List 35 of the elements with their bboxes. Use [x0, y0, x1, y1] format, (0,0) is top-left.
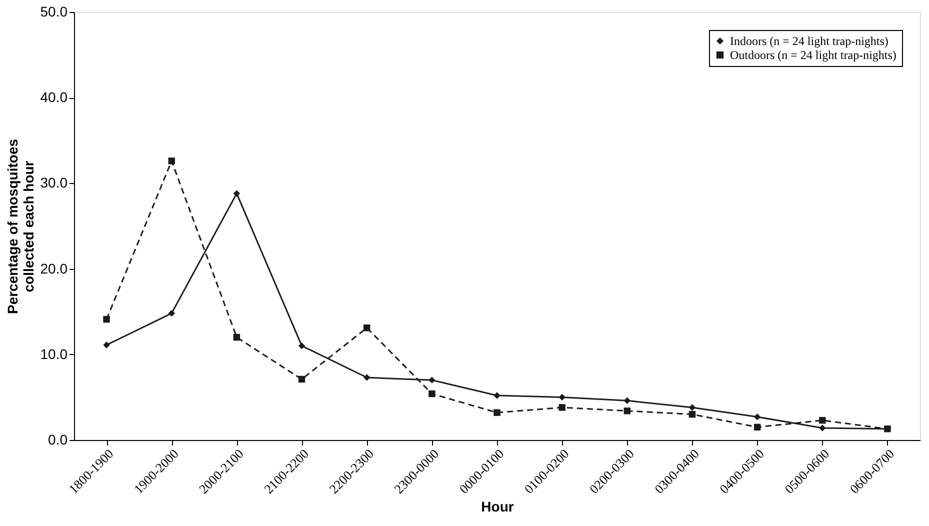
- point: [363, 374, 370, 381]
- x-axis-title: Hour: [481, 498, 514, 515]
- y-tick-label: 30.0: [40, 174, 68, 191]
- point: [363, 324, 370, 332]
- y-tick-label: 10.0: [40, 346, 68, 362]
- point: [624, 397, 631, 404]
- y-tick-label: 40.0: [40, 89, 68, 106]
- point: [103, 316, 110, 323]
- point: [754, 414, 761, 420]
- point: [428, 390, 436, 398]
- point: [558, 404, 566, 411]
- point: [428, 376, 436, 384]
- point: [688, 410, 696, 418]
- point: [233, 334, 240, 341]
- point: [103, 342, 110, 348]
- point: [558, 394, 566, 401]
- y-tick-label: 20.0: [40, 260, 68, 276]
- legend-label: Indoors (n = 24 light trap-nights): [730, 34, 888, 48]
- point: [819, 424, 826, 432]
- y-axis-title: Percentage of mosquitoes collected each hour: [4, 138, 36, 314]
- point: [233, 190, 240, 197]
- legend-label: Outdoors (n = 24 light trap-nights): [730, 48, 896, 62]
- point: [298, 376, 306, 383]
- point: [168, 158, 175, 164]
- point: [624, 408, 631, 414]
- point: [298, 342, 306, 350]
- point: [168, 310, 175, 317]
- point: [884, 426, 891, 432]
- point: [688, 404, 696, 411]
- point: [819, 416, 826, 424]
- y-tick-label: 0.0: [48, 432, 68, 448]
- point: [494, 409, 500, 416]
- point: [494, 392, 500, 399]
- y-tick-label: 50.0: [40, 4, 68, 20]
- point: [754, 424, 761, 431]
